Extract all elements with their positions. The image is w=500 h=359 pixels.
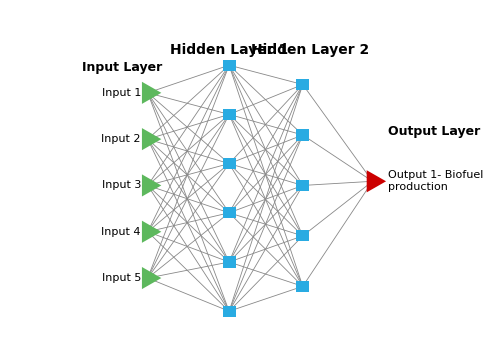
Polygon shape [142, 82, 162, 104]
Bar [222, 306, 235, 317]
Polygon shape [142, 267, 162, 289]
Bar [296, 79, 309, 90]
Text: Input 2: Input 2 [102, 134, 141, 144]
Bar [296, 281, 309, 292]
Text: Output Layer: Output Layer [388, 125, 480, 138]
Text: Output 1- Biofuel
production: Output 1- Biofuel production [388, 171, 484, 192]
Bar [296, 230, 309, 241]
Text: Input 4: Input 4 [102, 227, 141, 237]
Text: Hidden Layer 1: Hidden Layer 1 [170, 43, 288, 57]
Text: Input 5: Input 5 [102, 273, 141, 283]
Bar [296, 180, 309, 191]
Text: Input 1: Input 1 [102, 88, 141, 98]
Bar [222, 256, 235, 267]
Polygon shape [142, 221, 162, 243]
Bar [296, 130, 309, 140]
Polygon shape [366, 170, 386, 192]
Bar [222, 207, 235, 218]
Bar [222, 158, 235, 169]
Text: Input 3: Input 3 [102, 181, 141, 190]
Polygon shape [142, 128, 162, 150]
Text: Hidden Layer 2: Hidden Layer 2 [252, 43, 370, 57]
Polygon shape [142, 174, 162, 196]
Text: Input Layer: Input Layer [82, 61, 162, 74]
Bar [222, 109, 235, 120]
Bar [222, 60, 235, 71]
